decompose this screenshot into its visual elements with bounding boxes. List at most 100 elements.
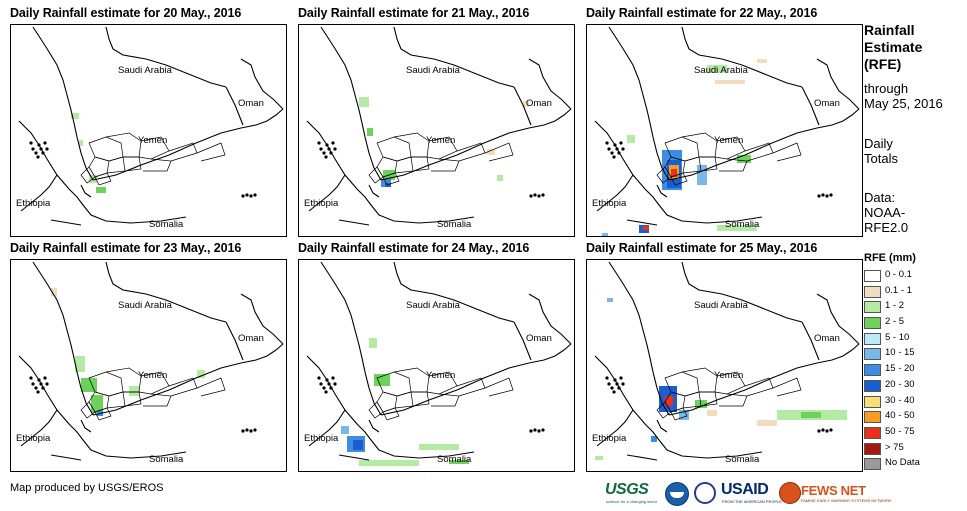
- rainfall-patch: [449, 460, 469, 464]
- country-label-saudi: Saudi Arabia: [406, 65, 460, 76]
- rainfall-patch: [353, 440, 363, 450]
- logo-strip: USGS science for a changing world USAID …: [605, 479, 892, 506]
- legend-swatch: [864, 379, 881, 392]
- rfe-title-line-1: Rainfall: [864, 22, 915, 38]
- country-label-yemen: Yemen: [138, 370, 168, 381]
- fews-net-tagline: FAMINE EARLY WARNING SYSTEMS NETWORK: [801, 498, 892, 503]
- map-panel: Daily Rainfall estimate for 22 May., 201…: [586, 6, 873, 238]
- rainfall-patch: [129, 386, 139, 396]
- rainfall-map: Saudi Arabia Oman Yemen Ethiopia Somalia: [10, 259, 287, 472]
- country-label-yemen: Yemen: [138, 135, 168, 146]
- map-panel: Daily Rainfall estimate for 23 May., 201…: [10, 241, 297, 473]
- legend-label: 40 - 50: [885, 410, 915, 422]
- panel-title: Daily Rainfall estimate for 23 May., 201…: [10, 241, 242, 255]
- rainfall-patch: [374, 374, 390, 386]
- country-label-yemen: Yemen: [426, 370, 456, 381]
- country-label-saudi: Saudi Arabia: [118, 300, 172, 311]
- country-label-saudi: Saudi Arabia: [694, 300, 748, 311]
- data-label: Data:: [864, 190, 896, 205]
- legend-swatch: [864, 285, 881, 298]
- country-label-saudi: Saudi Arabia: [118, 65, 172, 76]
- usgs-logo: USGS: [605, 481, 649, 498]
- rainfall-patch: [757, 59, 767, 63]
- through-date: May 25, 2016: [864, 96, 943, 111]
- rainfall-patch: [717, 225, 757, 231]
- rainfall-patch: [359, 460, 419, 466]
- rfe-title: Rainfall Estimate (RFE): [864, 22, 922, 73]
- usgs-tagline: science for a changing world: [606, 499, 657, 504]
- rainfall-map: Saudi Arabia Oman Yemen Ethiopia Somalia: [298, 24, 575, 237]
- rainfall-patch: [801, 412, 821, 418]
- noaa-logo-icon: [665, 482, 689, 506]
- legend-label: 10 - 15: [885, 347, 915, 359]
- legend-label: No Data: [885, 457, 920, 469]
- country-label-ethiopia: Ethiopia: [16, 433, 51, 444]
- rainfall-patch: [523, 101, 529, 107]
- rainfall-patch: [697, 165, 707, 185]
- usaid-logo: USAID: [721, 481, 769, 498]
- rainfall-patch: [707, 65, 727, 73]
- country-label-oman: Oman: [526, 98, 552, 109]
- map-panel: Daily Rainfall estimate for 24 May., 201…: [298, 241, 585, 473]
- country-label-yemen: Yemen: [714, 370, 744, 381]
- rainfall-patch: [51, 288, 57, 296]
- country-label-oman: Oman: [814, 98, 840, 109]
- rainfall-patch: [81, 378, 97, 392]
- rainfall-patch: [96, 187, 106, 193]
- country-label-somalia: Somalia: [149, 454, 184, 465]
- rainfall-patch: [367, 128, 373, 136]
- data-source-line-2: RFE2.0: [864, 220, 909, 235]
- rfe-title-line-3: (RFE): [864, 56, 902, 72]
- legend-swatch: [864, 348, 881, 361]
- rainfall-patch: [651, 436, 657, 442]
- map-panel: Daily Rainfall estimate for 25 May., 201…: [586, 241, 873, 473]
- rainfall-patch: [737, 155, 751, 163]
- country-label-somalia: Somalia: [437, 454, 472, 465]
- country-label-ethiopia: Ethiopia: [304, 198, 339, 209]
- legend-label: 2 - 5: [885, 316, 905, 328]
- rainfall-patch: [369, 338, 377, 348]
- rainfall-patch: [643, 226, 649, 230]
- country-label-ethiopia: Ethiopia: [592, 198, 627, 209]
- rainfall-patch: [707, 410, 717, 416]
- rainfall-patch: [79, 140, 83, 146]
- legend-swatch: [864, 332, 881, 345]
- panel-title: Daily Rainfall estimate for 20 May., 201…: [10, 6, 242, 20]
- country-label-yemen: Yemen: [426, 135, 456, 146]
- rainfall-patch: [607, 298, 613, 302]
- country-label-somalia: Somalia: [149, 219, 184, 230]
- panel-title: Daily Rainfall estimate for 25 May., 201…: [586, 241, 818, 255]
- country-label-somalia: Somalia: [725, 219, 760, 230]
- country-label-saudi: Saudi Arabia: [406, 300, 460, 311]
- panel-title: Daily Rainfall estimate for 24 May., 201…: [298, 241, 530, 255]
- totals-label: Totals: [864, 151, 898, 166]
- data-source: Data: NOAA- RFE2.0: [864, 190, 959, 235]
- legend-swatch: [864, 426, 881, 439]
- rfe-title-line-2: Estimate: [864, 39, 923, 55]
- through-label: through: [864, 81, 909, 96]
- legend-label: 0 - 0.1: [885, 269, 912, 280]
- rainfall-patch: [627, 135, 635, 143]
- rainfall-patch: [671, 169, 677, 177]
- map-panel: Daily Rainfall estimate for 21 May., 201…: [298, 6, 585, 238]
- legend-label: 20 - 30: [885, 378, 915, 390]
- rainfall-map: Saudi Arabia Oman Yemen Ethiopia Somalia: [586, 259, 863, 472]
- rainfall-map: Saudi Arabia Oman Yemen Ethiopia Somalia: [298, 259, 575, 472]
- usaid-tagline: FROM THE AMERICAN PEOPLE: [722, 499, 782, 504]
- data-source-line-1: NOAA-: [864, 205, 906, 220]
- country-label-oman: Oman: [526, 333, 552, 344]
- country-label-yemen: Yemen: [714, 135, 744, 146]
- legend-label: > 75: [885, 441, 904, 453]
- rainfall-patch: [757, 420, 777, 426]
- legend-swatch: [864, 442, 881, 455]
- legend-label: 15 - 20: [885, 363, 915, 375]
- rainfall-patch: [91, 395, 103, 413]
- map-credit: Map produced by USGS/EROS: [10, 482, 164, 494]
- rfe-through: through May 25, 2016: [864, 81, 943, 111]
- rainfall-patch: [665, 396, 673, 406]
- map-panel: Daily Rainfall estimate for 20 May., 201…: [10, 6, 297, 238]
- state-seal-icon: [694, 482, 716, 504]
- legend-swatch: [864, 395, 881, 408]
- rainfall-map: Saudi Arabia Oman Yemen Ethiopia Somalia: [586, 24, 863, 237]
- panel-title: Daily Rainfall estimate for 21 May., 201…: [298, 6, 530, 20]
